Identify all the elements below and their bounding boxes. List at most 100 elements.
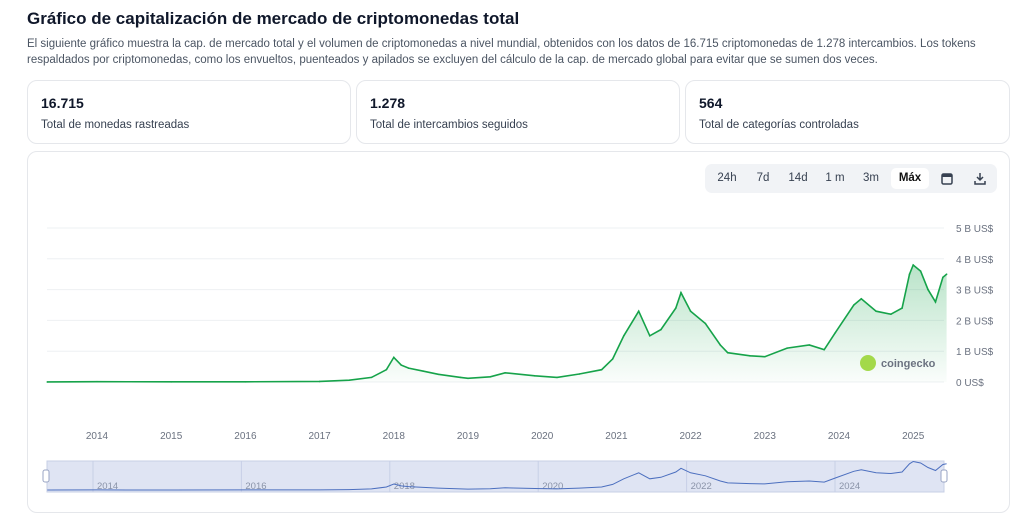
data-point bbox=[623, 335, 625, 337]
x-tick-label: 2023 bbox=[754, 431, 777, 442]
tab-24h[interactable]: 24h bbox=[717, 172, 737, 184]
navigator-line bbox=[47, 460, 947, 491]
range-tabs: 24h 7d 14d 1 m 3m Máx bbox=[705, 164, 997, 193]
data-point bbox=[927, 288, 929, 291]
navigator-tick-label: 2020 bbox=[542, 481, 563, 492]
data-point bbox=[834, 331, 837, 334]
y-tick-label: 5 B US$ bbox=[956, 224, 994, 235]
data-point bbox=[674, 307, 677, 309]
market-cap-area bbox=[47, 265, 947, 382]
data-point bbox=[533, 375, 536, 377]
data-point bbox=[860, 298, 863, 300]
x-tick-label: 2022 bbox=[679, 431, 702, 442]
navigator-tick-label: 2016 bbox=[245, 481, 266, 492]
data-point bbox=[370, 376, 373, 379]
x-tick-label: 2014 bbox=[86, 431, 109, 442]
data-point bbox=[393, 356, 395, 359]
data-point bbox=[348, 379, 351, 381]
data-point bbox=[749, 355, 751, 357]
data-point bbox=[890, 313, 892, 316]
tab-3m[interactable]: 3m bbox=[863, 172, 879, 184]
x-tick-label: 2018 bbox=[383, 431, 406, 442]
market-cap-line bbox=[47, 263, 948, 383]
data-point bbox=[764, 355, 766, 358]
data-point bbox=[942, 276, 944, 279]
data-point bbox=[556, 376, 558, 379]
watermark-text: coingecko bbox=[881, 358, 936, 370]
navigator-right-handle[interactable] bbox=[940, 469, 948, 483]
data-point bbox=[908, 273, 911, 276]
data-point bbox=[407, 367, 410, 369]
x-tick-label: 2025 bbox=[902, 431, 925, 442]
data-point bbox=[96, 380, 98, 383]
data-point bbox=[459, 376, 462, 379]
calendar-icon[interactable] bbox=[934, 168, 960, 189]
data-point bbox=[875, 310, 877, 312]
stat-label: Total de categorías controladas bbox=[699, 119, 859, 131]
description: El siguiente gráfico muestra la cap. de … bbox=[27, 38, 976, 66]
x-tick-label: 2016 bbox=[234, 431, 257, 442]
data-point bbox=[680, 291, 682, 294]
data-point bbox=[660, 328, 662, 331]
stat-label: Total de monedas rastreadas bbox=[41, 119, 190, 131]
data-point bbox=[170, 381, 172, 383]
stat-value: 1.278 bbox=[370, 95, 406, 111]
x-tick-label: 2024 bbox=[828, 431, 851, 442]
navigator-left-handle[interactable] bbox=[42, 469, 50, 483]
data-point bbox=[719, 344, 722, 346]
data-point bbox=[600, 368, 603, 371]
stat-value: 564 bbox=[699, 95, 723, 111]
download-icon[interactable] bbox=[967, 168, 993, 189]
data-point bbox=[437, 373, 440, 376]
data-point bbox=[611, 358, 614, 360]
data-point bbox=[46, 381, 49, 383]
tab-1m[interactable]: 1 m bbox=[825, 172, 845, 184]
x-tick-label: 2015 bbox=[160, 431, 183, 442]
stat-value: 16.715 bbox=[41, 95, 84, 111]
navigator-tick-label: 2022 bbox=[691, 481, 712, 492]
data-point bbox=[901, 307, 903, 309]
data-point bbox=[637, 310, 640, 312]
stat-label: Total de intercambios seguidos bbox=[370, 119, 528, 131]
data-point bbox=[945, 273, 948, 276]
tab-14d[interactable]: 14d bbox=[788, 172, 808, 184]
coingecko-logo-icon bbox=[860, 355, 876, 371]
data-point bbox=[648, 335, 651, 337]
navigator[interactable] bbox=[46, 460, 945, 493]
data-point bbox=[400, 364, 403, 366]
stat-card-coins: 16.715 Total de monedas rastreadas bbox=[27, 80, 351, 144]
stat-card-exchanges: 1.278 Total de intercambios seguidos bbox=[356, 80, 680, 144]
navigator-tick-label: 2014 bbox=[97, 481, 118, 492]
data-point bbox=[318, 380, 321, 383]
x-tick-label: 2019 bbox=[457, 431, 480, 442]
data-point bbox=[934, 301, 937, 303]
data-point bbox=[726, 351, 729, 354]
x-tick-label: 2021 bbox=[605, 431, 628, 442]
data-point bbox=[244, 380, 247, 383]
data-point bbox=[912, 264, 914, 266]
data-point bbox=[786, 347, 788, 349]
data-point bbox=[422, 370, 425, 373]
tab-7d[interactable]: 7d bbox=[756, 172, 770, 184]
y-tick-label: 3 B US$ bbox=[956, 286, 994, 297]
x-tick-label: 2020 bbox=[531, 431, 554, 442]
stat-card-categories: 564 Total de categorías controladas bbox=[685, 80, 1010, 144]
page-title: Gráfico de capitalización de mercado de … bbox=[27, 9, 520, 28]
navigator-tick-label: 2024 bbox=[839, 481, 860, 492]
y-tick-label: 1 B US$ bbox=[956, 347, 994, 358]
data-point bbox=[467, 377, 469, 380]
y-tick-label: 0 US$ bbox=[956, 378, 984, 389]
tab-max[interactable]: Máx bbox=[891, 168, 929, 189]
data-point bbox=[704, 322, 707, 325]
data-point bbox=[489, 375, 492, 378]
y-tick-label: 4 B US$ bbox=[956, 255, 994, 266]
data-point bbox=[385, 368, 388, 371]
data-point bbox=[689, 310, 692, 312]
data-point bbox=[919, 270, 922, 272]
y-tick-label: 2 B US$ bbox=[956, 316, 994, 327]
coingecko-watermark: coingecko bbox=[860, 355, 936, 371]
data-point bbox=[504, 371, 506, 374]
data-point bbox=[823, 348, 825, 351]
data-point bbox=[578, 373, 581, 375]
